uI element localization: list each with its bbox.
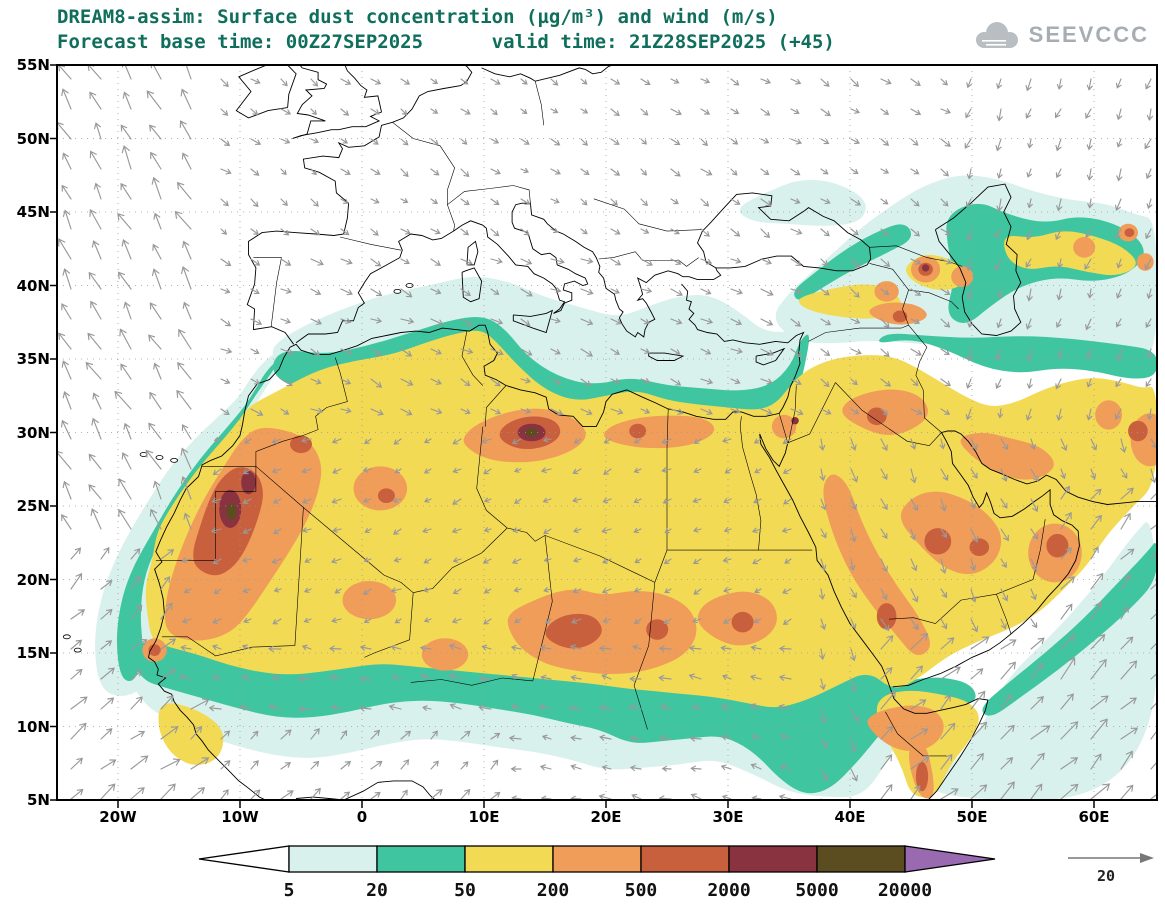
reference-arrow-head (1140, 853, 1154, 863)
lat-tick-label: 40N (16, 276, 50, 295)
colorbar-segment (640, 845, 730, 873)
colorbar-tick-label: 2000 (707, 880, 750, 901)
wind-reference: 20 (1068, 853, 1154, 885)
colorbar-tick-label: 20 (366, 880, 388, 901)
lon-tick-label: 10W (221, 808, 259, 826)
colorbar-tick-label: 5000 (795, 880, 838, 901)
lon-tick-label: 0 (356, 808, 368, 826)
lon-tick-label: 10E (468, 808, 500, 826)
colorbar-segment (728, 845, 818, 873)
colorbar-tick-label: 500 (625, 880, 658, 901)
cloud-icon (975, 22, 1018, 48)
colorbar-segment (816, 845, 906, 873)
lat-tick-label: 35N (16, 350, 50, 368)
lon-tick-label: 20E (590, 808, 622, 826)
reference-arrow-label: 20 (1097, 867, 1115, 885)
lon-tick-label: 30E (712, 808, 744, 826)
colorbar-segment (288, 845, 378, 873)
colorbar-tick-label: 20000 (878, 880, 932, 901)
colorbar: 5 20 50 200 500 2000 5000 20000 (198, 845, 996, 901)
grid-layer (57, 65, 1157, 800)
lat-tick-label: 15N (16, 644, 50, 662)
lat-tick-label: 55N (16, 56, 50, 74)
colorbar-below-arrow (198, 845, 290, 873)
colorbar-segment (552, 845, 642, 873)
lat-tick-label: 10N (16, 717, 50, 736)
map-canvas (50, 64, 1158, 808)
colorbar-above-arrow (904, 845, 996, 873)
lon-tick-label: 50E (956, 808, 988, 826)
colorbar-tick-label: 5 (284, 880, 295, 901)
seevccc-logo: SEEVCCC (972, 20, 1149, 50)
seevccc-logo-text: SEEVCCC (1028, 22, 1149, 47)
colorbar-tick-label: 200 (537, 880, 570, 901)
plot-frame (56, 64, 1158, 801)
lon-tick-label: 20W (99, 808, 137, 826)
figure-title: DREAM8-assim: Surface dust concentration… (57, 6, 778, 28)
figure-subtitle: Forecast base time: 00Z27SEP2025 valid t… (57, 31, 835, 53)
colorbar-segment (464, 845, 554, 873)
lat-tick-label: 5N (27, 791, 50, 809)
colorbar-tick-label: 50 (454, 880, 476, 901)
wind-arrows-layer (57, 65, 1157, 800)
lon-tick-label: 60E (1078, 808, 1110, 826)
coastline-layer (62, 65, 1157, 800)
lat-tick-label: 25N (16, 497, 50, 515)
lat-tick-label: 30N (16, 423, 50, 442)
colorbar-segment (376, 845, 466, 873)
lon-tick-label: 40E (834, 808, 866, 826)
lat-tick-label: 50N (16, 129, 50, 148)
axis-ticks (50, 64, 1095, 808)
lat-tick-label: 20N (16, 570, 50, 589)
lat-tick-label: 45N (16, 203, 50, 221)
